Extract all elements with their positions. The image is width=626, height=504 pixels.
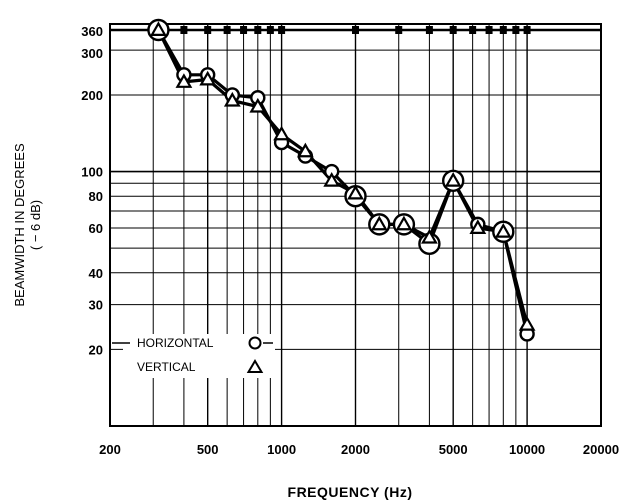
top-tick-mark: [240, 26, 248, 34]
vertical-data-point: [494, 223, 512, 238]
plot-frame: [109, 23, 602, 427]
top-tick-mark: [512, 26, 520, 34]
vertical-data-point: [249, 97, 267, 113]
vertical-data-point: [150, 21, 167, 36]
vertical-data-point: [296, 142, 314, 158]
top-tick-mark: [266, 26, 274, 34]
legend-triangle-marker: [246, 359, 264, 373]
legend-circle-marker: [248, 336, 262, 350]
legend: HORIZONTAL VERTICAL: [112, 334, 275, 378]
x-tick-label: 1000: [267, 442, 296, 457]
y-tick-label: 20: [89, 342, 103, 357]
x-tick-label: 2000: [341, 442, 370, 457]
y-tick-label: 80: [89, 189, 103, 204]
vertical-data-point: [223, 91, 241, 107]
y-axis-title: BEAMWIDTH IN DEGREES: [12, 143, 27, 307]
x-tick-labels: 200 500 1000 2000 5000 10000 20000: [99, 442, 619, 457]
vertical-data-point: [347, 184, 364, 200]
vertical-data-point: [421, 228, 438, 244]
top-tick-mark: [395, 26, 403, 34]
y-tick-label: 60: [89, 221, 103, 236]
x-tick-label: 200: [99, 442, 121, 457]
vertical-data-point: [444, 172, 462, 187]
top-tick-mark: [278, 26, 286, 34]
top-tick-mark: [180, 26, 188, 34]
y-tick-label: 300: [81, 46, 103, 61]
vertical-data-point: [199, 70, 217, 86]
series-line-vertical: [156, 29, 529, 326]
series-lines: [156, 29, 529, 335]
top-tick-mark: [449, 26, 457, 34]
y-tick-label: 360: [81, 24, 103, 39]
vertical-data-point: [175, 73, 193, 88]
y-tick-label: 40: [89, 266, 103, 281]
x-tick-label: 20000: [583, 442, 619, 457]
top-tick-mark: [352, 26, 359, 34]
top-tick-mark: [469, 26, 477, 34]
top-tick-mark: [223, 26, 231, 34]
top-tick-mark: [254, 26, 262, 34]
vertical-data-point: [370, 215, 388, 231]
top-tick-mark: [523, 26, 531, 34]
y-tick-label: 200: [81, 88, 103, 103]
vertical-data-point: [395, 215, 413, 231]
legend-label-horizontal: HORIZONTAL: [137, 336, 214, 350]
vertical-data-point: [469, 219, 487, 234]
series-markers: [147, 18, 536, 342]
y-axis-unit: ( − 6 dB): [28, 200, 43, 250]
y-tick-labels: 20 30 40 60 80 100 200 300 360: [81, 24, 103, 357]
legend-label-vertical: VERTICAL: [137, 360, 196, 374]
x-tick-label: 10000: [509, 442, 545, 457]
x-tick-label: 500: [197, 442, 219, 457]
vertical-data-point: [323, 172, 341, 187]
top-tick-mark: [485, 26, 493, 34]
top-tick-mark: [499, 26, 507, 34]
top-tick-mark: [204, 26, 212, 34]
y-tick-label: 100: [81, 165, 103, 180]
x-tick-label: 5000: [439, 442, 468, 457]
vertical-data-point: [518, 316, 536, 331]
vertical-data-point: [273, 125, 290, 141]
top-tick-mark: [425, 26, 433, 34]
x-axis-title: FREQUENCY (Hz): [288, 484, 413, 500]
y-tick-label: 30: [89, 298, 103, 313]
